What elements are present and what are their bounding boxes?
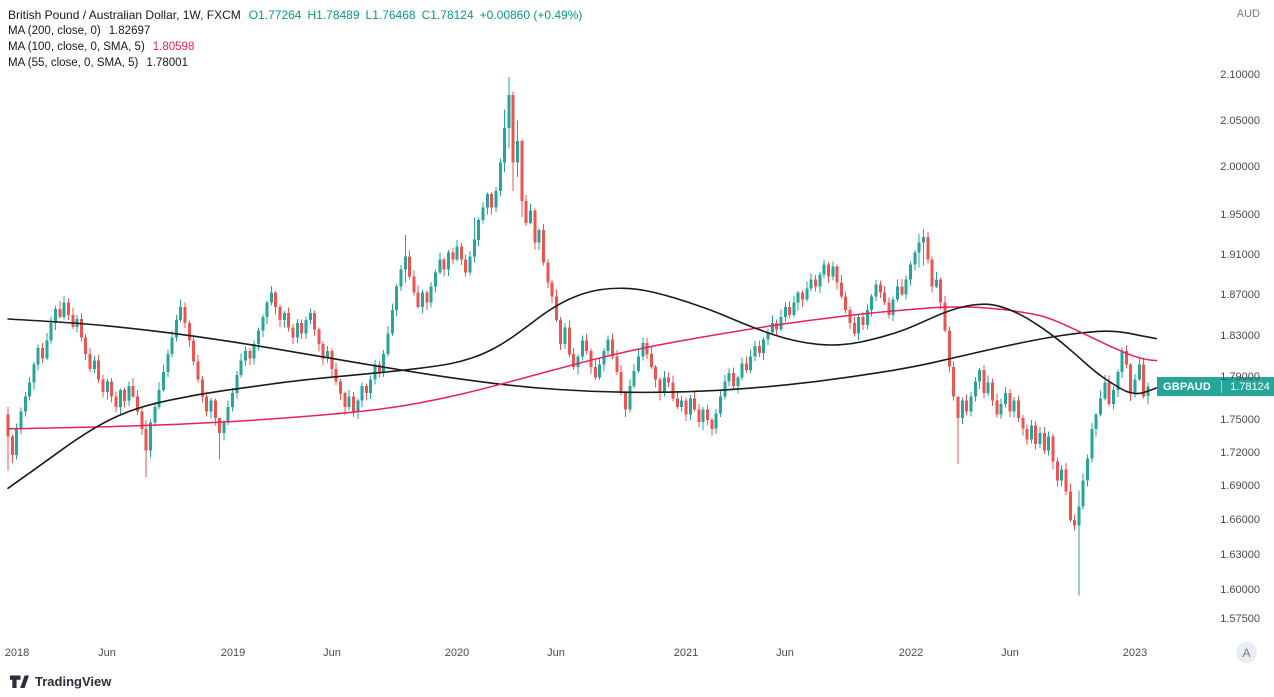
- price-axis-label: 2.00000: [1220, 161, 1260, 173]
- price-axis-label: 2.05000: [1220, 115, 1260, 127]
- tradingview-logo-icon: [10, 675, 29, 688]
- corner-a-button[interactable]: A: [1236, 642, 1257, 663]
- time-tick-label: Jun: [547, 647, 565, 659]
- ohlc-low: L1.76468: [365, 8, 416, 22]
- price-axis-label: 1.72000: [1220, 447, 1260, 459]
- indicator-row-ma200[interactable]: MA (200, close, 0) 1.82697: [8, 23, 588, 39]
- time-tick-label: Jun: [1001, 647, 1019, 659]
- badge-divider: [1221, 380, 1223, 393]
- indicator-row-ma55[interactable]: MA (55, close, 0, SMA, 5) 1.78001: [8, 55, 588, 71]
- indicator-label: MA (200, close, 0): [8, 25, 101, 37]
- ohlc-open: O1.77264: [248, 8, 302, 22]
- time-tick-label: 2020: [444, 647, 470, 659]
- price-axis-label: 1.87000: [1220, 289, 1260, 301]
- indicator-value: 1.80598: [152, 41, 195, 53]
- price-axis-label: 1.60000: [1220, 584, 1260, 596]
- ohlc-high: H1.78489: [307, 8, 360, 22]
- indicator-value: 1.78001: [146, 57, 188, 69]
- chart-legend: British Pound / Australian Dollar, 1W, F…: [8, 8, 588, 71]
- ohlc-close: C1.78124: [421, 8, 474, 22]
- price-axis-label: 2.10000: [1220, 69, 1260, 81]
- time-tick-label: Jun: [323, 647, 341, 659]
- price-axis-label: 1.75000: [1220, 414, 1260, 426]
- footer-bar: TradingView: [0, 666, 1274, 697]
- price-axis-label: 1.79000: [1220, 371, 1260, 383]
- ohlc-change: +0.00860 (+0.49%): [479, 8, 583, 22]
- candle-wicks: [7, 76, 1149, 596]
- time-tick-label: Jun: [776, 647, 794, 659]
- time-axis[interactable]: 2018 Jun 2019 Jun 2020 Jun 2021 Jun 2022 Jun 2023: [0, 640, 1157, 666]
- axis-currency-label: AUD: [1236, 8, 1260, 20]
- ohlc-values: O1.77264 H1.78489 L1.76468 C1.78124 +0.00860…: [249, 8, 589, 22]
- price-axis-label: 1.69000: [1220, 480, 1260, 492]
- candle-bodies: [6, 95, 1150, 526]
- price-axis-label: 1.63000: [1220, 549, 1260, 561]
- price-axis-label: 1.83000: [1220, 330, 1260, 342]
- indicator-label: MA (55, close, 0, SMA, 5): [8, 57, 139, 69]
- badge-symbol: GBPAUD: [1163, 380, 1212, 393]
- candlestick-chart[interactable]: [0, 0, 1157, 640]
- indicator-label: MA (100, close, 0, SMA, 5): [8, 41, 145, 53]
- price-axis-label: 1.91000: [1220, 249, 1260, 261]
- price-axis[interactable]: AUD GBPAUD 1.78124 2.10000 2.05000 2.00000…: [1157, 0, 1274, 640]
- indicator-row-ma100[interactable]: MA (100, close, 0, SMA, 5) 1.80598: [8, 39, 588, 55]
- ma55-line: [7, 287, 1157, 490]
- badge-price: 1.78124: [1230, 380, 1270, 393]
- tradingview-logo[interactable]: TradingView: [10, 674, 111, 689]
- ma100-line: [7, 306, 1157, 430]
- tradingview-logo-text: TradingView: [35, 674, 112, 689]
- last-price-badge: GBPAUD 1.78124: [1157, 377, 1274, 396]
- price-axis-label: 1.57500: [1220, 613, 1260, 625]
- time-tick-label: 2019: [220, 647, 246, 659]
- time-tick-label: Jun: [98, 647, 116, 659]
- ma200-line: [7, 318, 1157, 394]
- symbol-title[interactable]: British Pound / Australian Dollar, 1W, F…: [8, 8, 241, 22]
- time-tick-label: 2023: [1122, 647, 1148, 659]
- indicator-value: 1.82697: [108, 25, 151, 37]
- time-tick-label: 2021: [673, 647, 699, 659]
- time-tick-label: 2022: [898, 647, 924, 659]
- legend-symbol-row[interactable]: British Pound / Australian Dollar, 1W, F…: [8, 8, 588, 23]
- price-axis-label: 1.95000: [1220, 209, 1260, 221]
- price-axis-label: 1.66000: [1220, 514, 1260, 526]
- time-tick-label: 2018: [4, 647, 30, 659]
